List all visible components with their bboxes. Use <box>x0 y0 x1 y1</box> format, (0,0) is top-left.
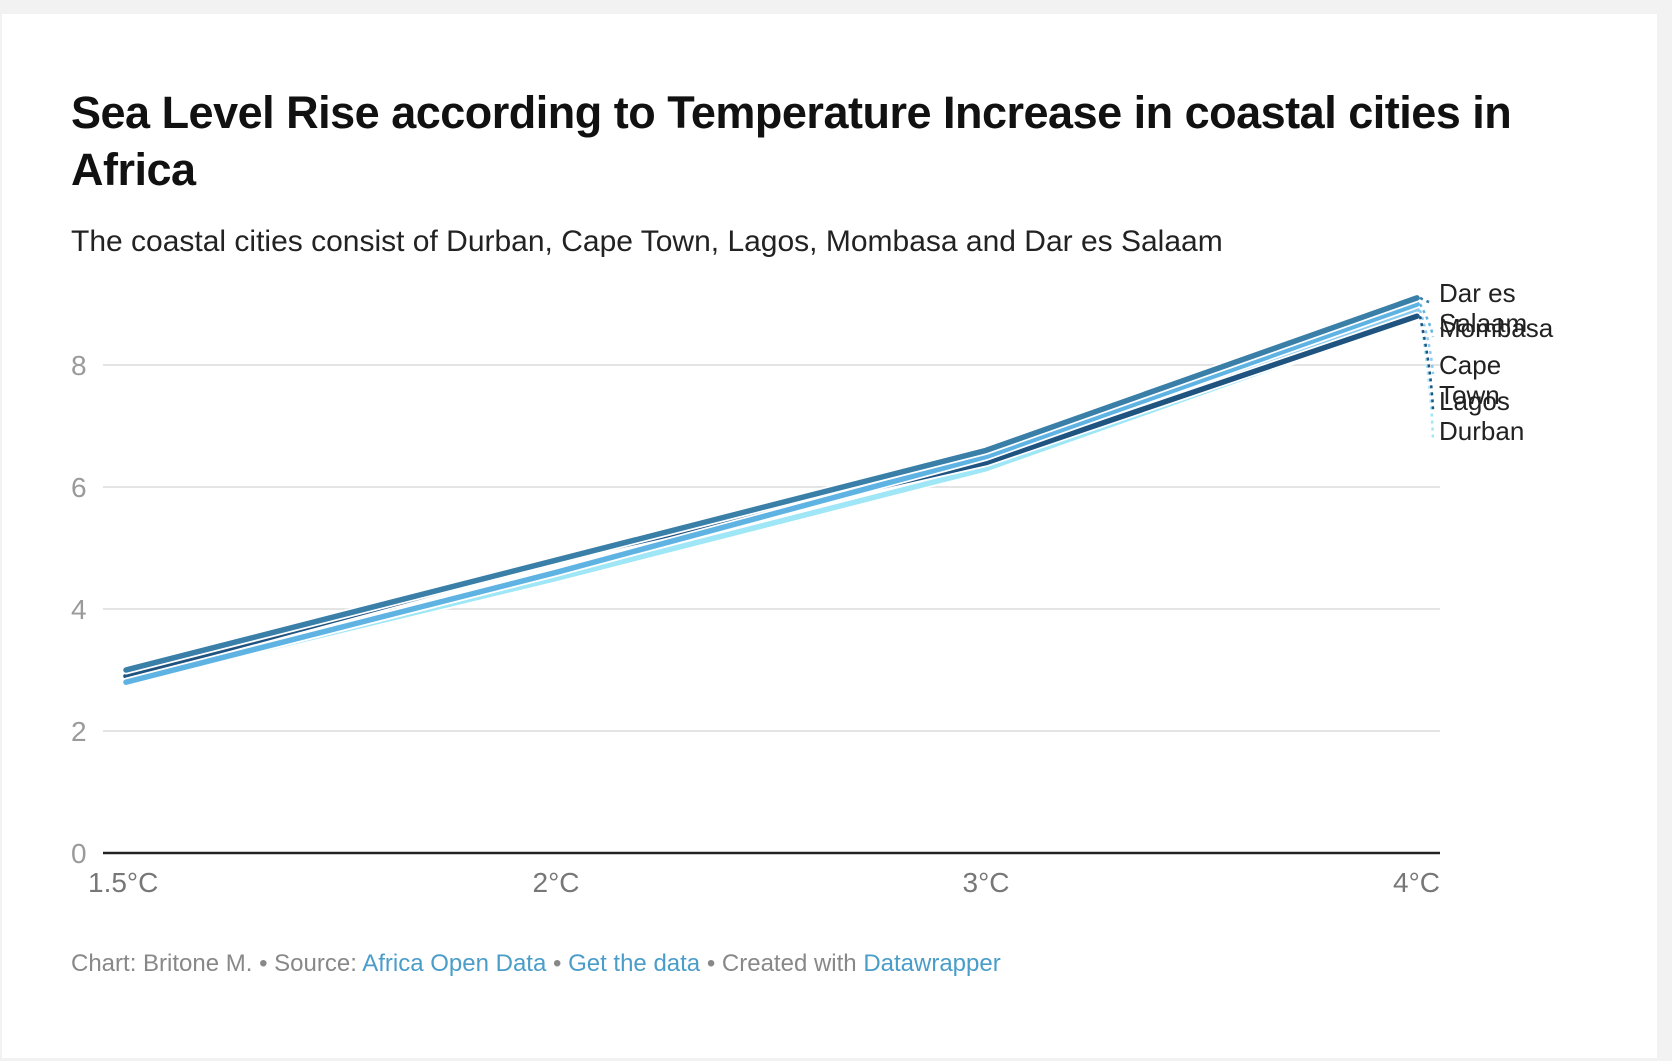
y-tick-label: 2 <box>71 716 87 747</box>
series-label-line: Mombasa <box>1439 313 1554 343</box>
chart-title: Sea Level Rise according to Temperature … <box>71 87 1512 195</box>
series-label-line: Dar es <box>1439 278 1516 308</box>
leader-line <box>1418 309 1435 375</box>
series-line-halo <box>121 293 1422 675</box>
series-label-line: Lagos <box>1439 386 1510 416</box>
series-label-mombasa: Mombasa <box>1439 313 1554 343</box>
series-line-dar-es-salaam <box>123 295 1420 673</box>
source-prefix: Source: <box>274 950 363 977</box>
chart-footer: Chart: Britone M. • Source: Africa Open … <box>71 950 1001 978</box>
x-tick-label: 1.5°C <box>88 867 158 898</box>
x-tick-label: 2°C <box>533 867 580 898</box>
separator: • <box>546 950 569 977</box>
leader-line <box>1418 315 1435 441</box>
label-leader-lines <box>1418 296 1435 441</box>
y-tick-label: 0 <box>71 838 87 869</box>
series-lines <box>121 293 1422 687</box>
x-tick-label: 4°C <box>1393 867 1440 898</box>
chart-subtitle: The coastal cities consist of Durban, Ca… <box>71 225 1223 258</box>
series-label-line: Cape <box>1439 350 1501 380</box>
created-prefix: Created with <box>721 950 864 977</box>
x-tick-label: 3°C <box>963 867 1010 898</box>
y-tick-label: 8 <box>71 350 87 381</box>
series-label-line: Town <box>1439 380 1500 410</box>
y-tick-label: 4 <box>71 594 87 625</box>
source-link[interactable]: Africa Open Data <box>362 950 547 977</box>
series-label-line: Durban <box>1439 416 1524 446</box>
series-label-cape-town: Cape Town <box>1439 350 1501 410</box>
separator: • <box>700 950 722 977</box>
gridlines <box>103 364 1440 855</box>
y-tick-label: 6 <box>71 472 87 503</box>
series-line-mombasa <box>123 301 1420 685</box>
chart-card <box>2 14 1657 1058</box>
leader-line <box>1419 296 1434 304</box>
series-label-line: Salaam <box>1439 308 1527 338</box>
series-label-durban: Durban <box>1439 416 1524 446</box>
y-axis-ticks: 0 2 4 6 8 <box>71 350 87 869</box>
x-axis-ticks: 1.5°C 2°C 3°C 4°C <box>88 867 1440 898</box>
chart-credit: Chart: Britone M. <box>71 950 253 977</box>
series-label-lagos: Lagos <box>1439 386 1510 416</box>
get-the-data-link[interactable]: Get the data <box>568 950 701 977</box>
series-label-dar-es-salaam: Dar es Salaam <box>1439 278 1527 338</box>
datawrapper-link[interactable]: Datawrapper <box>863 950 1001 977</box>
leader-line <box>1418 315 1435 411</box>
separator: • <box>252 950 275 977</box>
